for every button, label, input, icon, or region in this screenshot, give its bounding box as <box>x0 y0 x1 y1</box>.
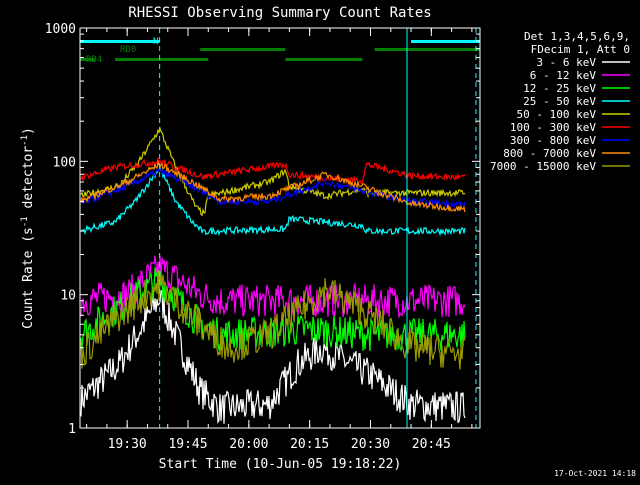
x-tick-label: 19:30 <box>108 437 147 452</box>
flag-segment <box>80 58 95 61</box>
x-tick-label: 19:45 <box>168 437 207 452</box>
legend-label: 50 - 100 keV <box>517 108 597 121</box>
plot-frame <box>79 27 481 429</box>
series-line-2 <box>80 267 466 352</box>
legend-label: 100 - 300 keV <box>510 121 596 134</box>
x-tick-label: 20:30 <box>351 437 390 452</box>
flag-segment <box>411 40 480 43</box>
legend-label: 25 - 50 keV <box>523 95 596 108</box>
y-tick-label: 1 <box>68 422 76 437</box>
flag-bars: N RD0 RD4 <box>80 37 480 65</box>
series-line-3 <box>80 166 466 237</box>
y-tick-label: 1000 <box>45 22 76 37</box>
x-tick-label: 20:00 <box>229 437 268 452</box>
timestamp: 17-Oct-2021 14:18 <box>554 469 636 478</box>
legend-header: Det 1,3,4,5,6,9, <box>524 30 630 43</box>
flag-segment <box>374 48 480 51</box>
series-line-4 <box>80 126 466 217</box>
x-tick-label: 20:45 <box>412 437 451 452</box>
legend-label: 6 - 12 keV <box>530 69 597 82</box>
flag-n: N <box>80 37 480 47</box>
flag-segment <box>200 48 286 51</box>
legend-label: 12 - 25 keV <box>523 82 596 95</box>
legend-label: 3 - 6 keV <box>536 56 596 69</box>
flag-rd0: RD0 <box>120 45 480 55</box>
legend-label: 300 - 800 keV <box>510 134 596 147</box>
flag-label: RD4 <box>86 55 102 65</box>
event-lines <box>159 28 477 428</box>
y-tick-label: 10 <box>60 289 76 304</box>
flag-segment <box>285 58 363 61</box>
legend-label: 800 - 7000 keV <box>503 147 596 160</box>
flag-rd4: RD4 <box>80 55 363 65</box>
axes: 1 10 100 1000 19:30 19:45 20:00 20:15 20:30 20:45 <box>45 22 480 452</box>
legend-header: FDecim 1, Att 0 <box>531 43 630 56</box>
series-line-0 <box>80 289 466 425</box>
series-line-5 <box>80 156 466 185</box>
x-axis-label: Start Time (10-Jun-05 19:18:22) <box>159 457 402 472</box>
chart-title: RHESSI Observing Summary Count Rates <box>128 5 431 21</box>
flag-label: RD0 <box>120 45 136 55</box>
series-lines <box>80 126 466 425</box>
x-tick-label: 20:15 <box>290 437 329 452</box>
flag-segment <box>80 40 160 43</box>
y-axis-label: Count Rate (s-1 detector-1) <box>20 127 36 329</box>
flag-segment <box>115 58 209 61</box>
legend-label: 7000 - 15000 keV <box>490 160 596 173</box>
flag-label: N <box>153 37 158 47</box>
y-tick-label: 100 <box>53 155 76 170</box>
series-line-8 <box>80 270 466 370</box>
legend: Det 1,3,4,5,6,9,FDecim 1, Att 03 - 6 keV… <box>490 30 630 173</box>
series-line-7 <box>80 159 466 213</box>
